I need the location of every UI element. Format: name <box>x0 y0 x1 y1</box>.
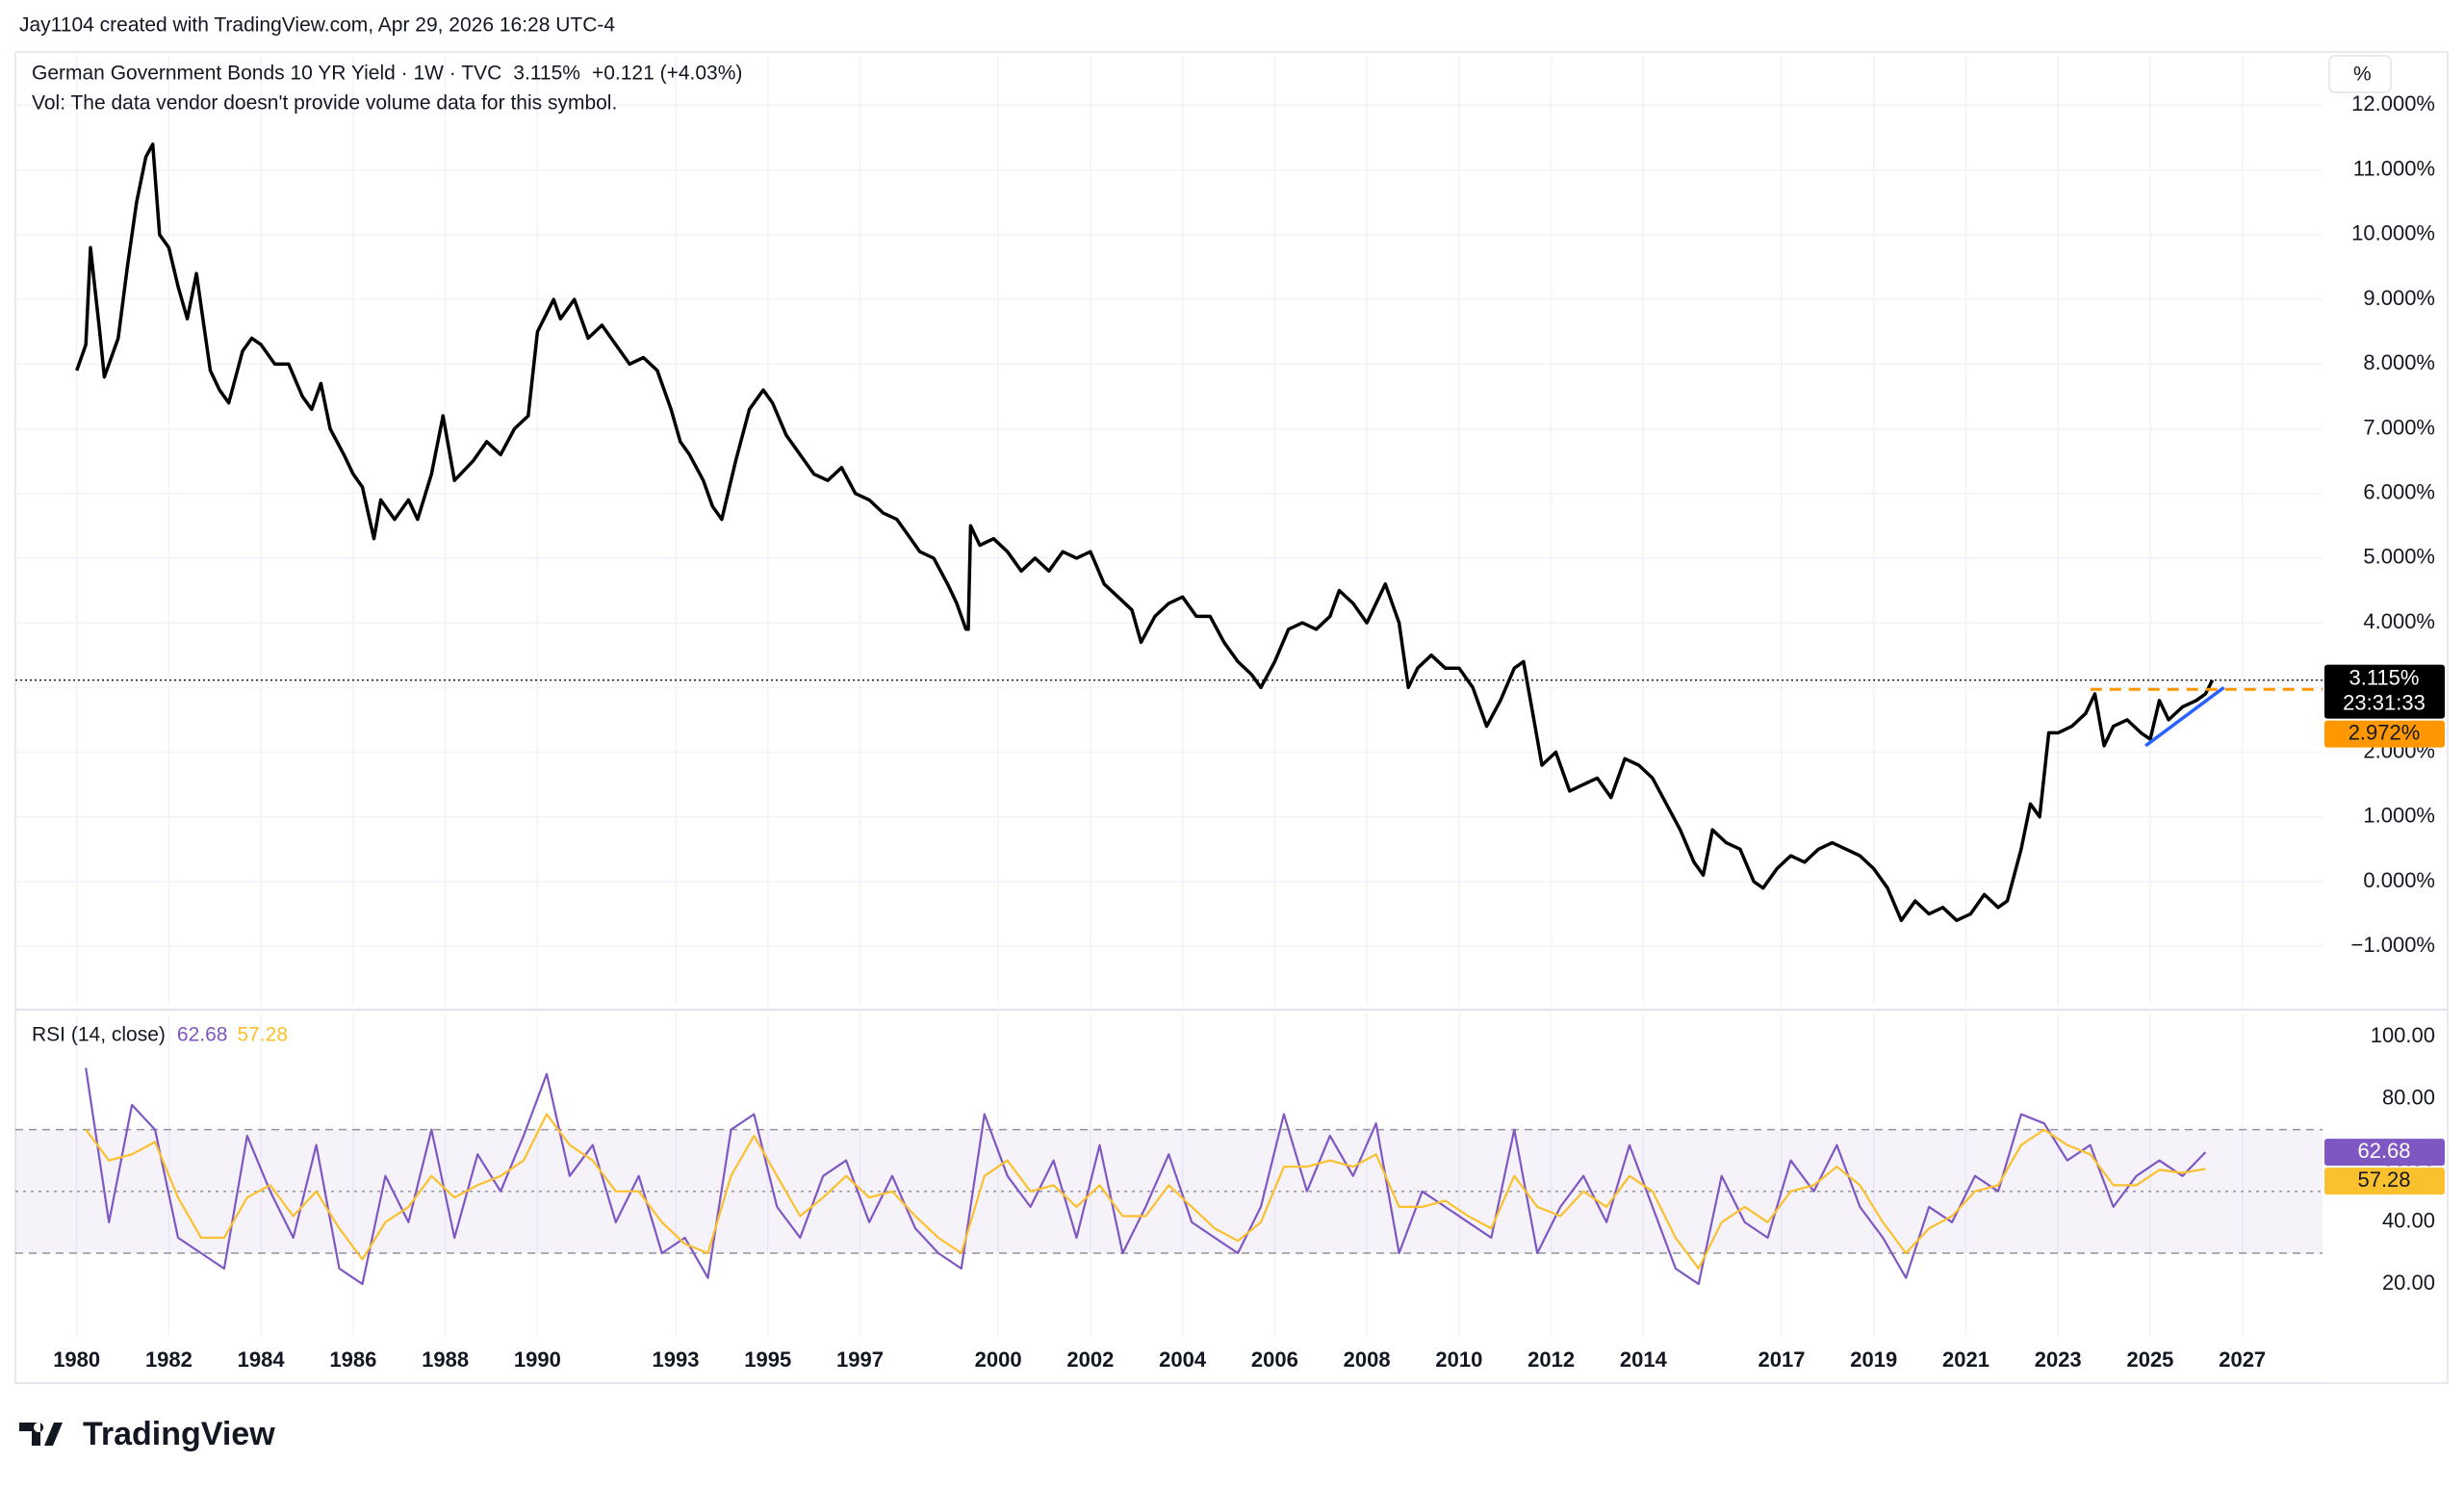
y-tick-label: 100.00 <box>2371 1023 2435 1047</box>
label-layer: 1980 1982 1984 1986 1988 1990 1993 1995 1997 2000… <box>32 63 2445 1372</box>
y-tick-label: 40.00 <box>2382 1209 2435 1233</box>
y-tick-label: 7.000% <box>2363 415 2435 439</box>
time-tick-label: 2004 <box>1159 1347 1207 1372</box>
time-tick-label: 2014 <box>1620 1347 1668 1372</box>
y-tick-label: −1.000% <box>2351 933 2435 957</box>
time-tick-label: 2002 <box>1066 1347 1114 1372</box>
last-price-box <box>2324 664 2445 719</box>
time-tick-label: 1986 <box>329 1347 376 1372</box>
time-tick-label: 2000 <box>975 1347 1022 1372</box>
time-tick-label: 2019 <box>1850 1347 1897 1372</box>
level-label: 2.972% <box>2348 720 2421 744</box>
y-tick-label: 20.00 <box>2382 1270 2435 1295</box>
y-tick-label: 8.000% <box>2363 350 2435 374</box>
time-tick-label: 1980 <box>53 1347 100 1372</box>
time-tick-label: 2027 <box>2219 1347 2266 1372</box>
indicator-value-box <box>2324 1139 2445 1167</box>
time-tick-label: 2010 <box>1435 1347 1482 1372</box>
time-tick-label: 1990 <box>514 1347 561 1372</box>
time-tick-label: 1984 <box>238 1347 286 1372</box>
y-tick-label: 1.000% <box>2363 804 2435 828</box>
volume-note: Vol: The data vendor doesn't provide vol… <box>32 92 617 115</box>
indicator-value-label: 62.68 <box>2357 1139 2410 1163</box>
indicator-legend-value: 62.68 <box>177 1024 228 1046</box>
data-layer <box>15 142 2323 1286</box>
series-line <box>75 142 2215 923</box>
bar-countdown: 23:31:33 <box>2343 690 2426 714</box>
time-tick-label: 2021 <box>1942 1347 1989 1372</box>
brand-logo: TradingView <box>19 1416 275 1452</box>
unit-button[interactable]: % <box>2328 55 2392 93</box>
y-tick-label: 80.00 <box>2382 1085 2435 1109</box>
y-tick-label: 10.000% <box>2351 221 2435 245</box>
level-label-box <box>2324 720 2445 748</box>
time-tick-label: 2023 <box>2035 1347 2082 1372</box>
series-line <box>85 1113 2206 1270</box>
brand-name: TradingView <box>83 1416 275 1452</box>
indicator-value-box <box>2324 1167 2445 1195</box>
series-line <box>85 1067 2207 1286</box>
attribution: Jay1104 created with TradingView.com, Ap… <box>19 14 615 37</box>
y-tick-label: 5.000% <box>2363 545 2435 569</box>
indicator-legend-value: 57.28 <box>237 1024 288 1046</box>
y-tick-label: 0.000% <box>2363 868 2435 892</box>
time-tick-label: 1982 <box>145 1347 192 1372</box>
legend-change: +0.121 (+4.03%) <box>592 63 742 85</box>
indicator-value-label: 57.28 <box>2357 1167 2410 1192</box>
y-tick-label: 11.000% <box>2353 156 2435 180</box>
y-tick-label: 6.000% <box>2363 480 2435 504</box>
time-tick-label: 2017 <box>1758 1347 1805 1372</box>
y-tick-label: 4.000% <box>2363 609 2435 633</box>
time-tick-label: 2025 <box>2126 1347 2173 1372</box>
time-tick-label: 1988 <box>422 1347 469 1372</box>
y-tick-label: 12.000% <box>2351 91 2435 115</box>
time-tick-label: 1993 <box>653 1347 700 1372</box>
time-tick-label: 1997 <box>836 1347 884 1372</box>
unit-button-label[interactable]: % <box>2353 64 2372 86</box>
unit-button-box[interactable] <box>2328 55 2392 93</box>
legend-last: 3.115% <box>513 63 580 85</box>
chart-frame <box>14 51 2449 1384</box>
time-tick-label: 2008 <box>1344 1347 1391 1372</box>
time-tick-label: 1995 <box>744 1347 791 1372</box>
grid-layer <box>15 55 2323 1336</box>
time-tick-label: 2006 <box>1251 1347 1298 1372</box>
logo-mark <box>19 1423 63 1446</box>
rsi-band-fill <box>15 1129 2323 1254</box>
indicator-title: RSI (14, close) <box>32 1024 166 1046</box>
last-price-label: 3.115% <box>2349 665 2420 689</box>
trend-line <box>2144 685 2225 748</box>
symbol-title: German Government Bonds 10 YR Yield · 1W… <box>32 63 501 85</box>
y-tick-label: 9.000% <box>2363 286 2435 310</box>
time-tick-label: 2012 <box>1527 1347 1575 1372</box>
